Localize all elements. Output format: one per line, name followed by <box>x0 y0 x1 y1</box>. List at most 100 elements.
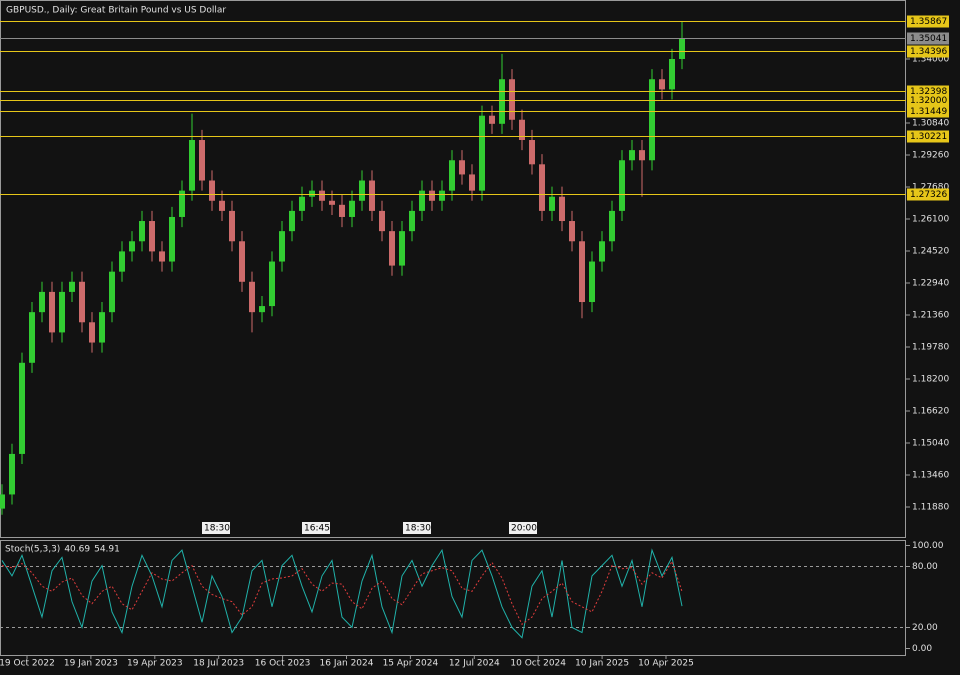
x-tick-label: 16 Oct 2023 <box>255 659 311 669</box>
y-tick-label: 1.11880 <box>912 502 949 512</box>
x-tick-label: 12 Jul 2024 <box>449 659 500 669</box>
candle-body <box>569 221 575 242</box>
session-box <box>202 522 230 534</box>
y-tick-label: 20.00 <box>912 623 938 633</box>
candle-body <box>19 362 25 454</box>
stoch-line <box>1 560 683 626</box>
session-label: 18:30 <box>204 524 230 534</box>
session-label: 20:00 <box>511 524 537 534</box>
candle-body <box>409 210 415 232</box>
candle-body <box>129 241 135 252</box>
level-label-box <box>907 15 949 28</box>
current-price-label: 1.35041 <box>910 34 947 44</box>
candle-body <box>169 216 175 262</box>
candle-body <box>189 140 195 191</box>
session-label: 18:30 <box>405 524 431 534</box>
candle-body <box>649 79 655 161</box>
candle-body <box>99 312 105 343</box>
x-tick-label: 19 Apr 2023 <box>127 659 183 669</box>
y-tick-label: 1.34000 <box>912 54 949 64</box>
candle-body <box>319 190 325 201</box>
candle-body <box>179 190 185 217</box>
x-tick-label: 19 Jan 2023 <box>64 659 118 669</box>
candle-body <box>429 190 435 201</box>
session-box <box>509 522 537 534</box>
candle-body <box>29 312 35 363</box>
candle-body <box>639 150 645 161</box>
stoch-panel <box>0 540 906 656</box>
candle-body <box>0 494 5 509</box>
y-tick-label: 1.21360 <box>912 310 949 320</box>
candle-body <box>259 306 265 313</box>
x-tick-label: 10 Jan 2025 <box>575 659 629 669</box>
candle-body <box>509 79 515 120</box>
candle-body <box>629 150 635 161</box>
candle-body <box>399 231 405 266</box>
candle-body <box>329 200 335 205</box>
x-tick-label: 19 Oct 2022 <box>0 659 55 669</box>
candle-body <box>9 453 15 495</box>
candle-body <box>79 281 85 323</box>
candle-body <box>229 210 235 242</box>
candle-body <box>369 180 375 211</box>
candle-body <box>589 261 595 303</box>
candle-body <box>449 160 455 191</box>
y-tick-label: 1.15040 <box>912 438 949 448</box>
candle-body <box>269 261 275 307</box>
candle-body <box>209 180 215 201</box>
candle-body <box>379 210 385 232</box>
candle-body <box>659 79 665 90</box>
candle-body <box>529 140 535 165</box>
candle-body <box>219 200 225 211</box>
session-box <box>403 522 431 534</box>
candle-body <box>279 231 285 262</box>
candle-body <box>519 119 525 141</box>
chart-title: GBPUSD., Daily: Great Britain Pound vs U… <box>6 6 226 16</box>
y-tick-label: 1.13460 <box>912 470 949 480</box>
y-tick-label: 1.26100 <box>912 214 949 224</box>
candle-body <box>199 140 205 181</box>
y-tick-label: 1.24520 <box>912 246 949 256</box>
candle-body <box>49 291 55 333</box>
candle-body <box>159 251 165 262</box>
level-label: 1.31449 <box>910 107 947 117</box>
candle-body <box>389 231 395 266</box>
candle-body <box>69 281 75 292</box>
y-tick-label: 1.19780 <box>912 342 949 352</box>
candle-body <box>479 115 485 191</box>
candle-body <box>119 251 125 272</box>
candle-body <box>289 210 295 232</box>
x-tick-label: 16 Jan 2024 <box>320 659 374 669</box>
candle-body <box>439 190 445 201</box>
y-tick-label: 80.00 <box>912 562 938 572</box>
y-tick-label: 100.00 <box>912 541 944 551</box>
level-label: 1.30221 <box>910 132 947 142</box>
candle-body <box>149 221 155 252</box>
session-box <box>302 522 330 534</box>
indicator-value: 40.69 <box>64 545 90 555</box>
y-tick-label: 1.30840 <box>912 118 949 128</box>
level-label: 1.35867 <box>910 17 947 27</box>
level-label-box <box>907 105 949 118</box>
level-label-box <box>907 130 949 143</box>
candle-body <box>309 190 315 197</box>
candle-body <box>339 204 345 217</box>
candle-body <box>619 160 625 211</box>
candle-body <box>469 174 475 191</box>
x-tick-label: 18 Jul 2023 <box>193 659 244 669</box>
candle-body <box>349 200 355 217</box>
candle-body <box>489 115 495 124</box>
current-price-box <box>907 32 949 45</box>
candle-body <box>499 79 505 124</box>
level-label: 1.27326 <box>910 190 947 200</box>
stoch-line <box>1 548 683 639</box>
level-label-box <box>907 45 949 58</box>
candle-body <box>549 196 555 211</box>
y-tick-label: 1.18200 <box>912 374 949 384</box>
session-label: 16:45 <box>304 524 330 534</box>
level-label: 1.32398 <box>910 87 947 97</box>
indicator-value: 54.91 <box>94 545 120 555</box>
